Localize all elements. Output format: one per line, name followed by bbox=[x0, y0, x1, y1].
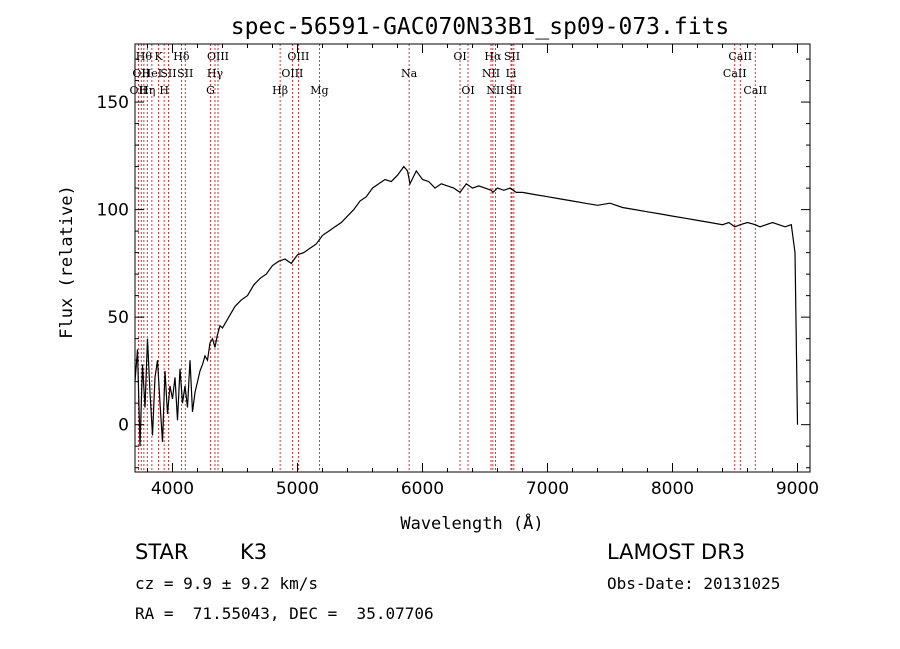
line-marker-label: Li bbox=[506, 67, 517, 80]
line-marker-label: Hγ bbox=[207, 67, 224, 80]
line-marker-label: Mg bbox=[310, 84, 328, 97]
line-marker-label: OI bbox=[453, 50, 466, 63]
chart-title: spec-56591-GAC070N33B1_sp09-073.fits bbox=[231, 14, 730, 40]
y-tick-label: 0 bbox=[118, 416, 129, 436]
x-axis-ticks: 4000 5000 6000 7000 8000 9000 bbox=[147, 44, 819, 499]
line-marker-label: Hθ bbox=[136, 50, 153, 63]
line-marker-label: G bbox=[206, 84, 215, 97]
y-tick-label: 100 bbox=[97, 201, 129, 221]
line-marker-label: CaII bbox=[723, 67, 747, 80]
line-marker-label: OI bbox=[461, 84, 474, 97]
spectrum-line bbox=[134, 165, 799, 447]
line-marker-label: SII bbox=[506, 84, 522, 97]
line-marker-label: NII bbox=[482, 67, 500, 80]
y-axis-label: Flux (relative) bbox=[57, 185, 77, 339]
line-marker-label: OIII bbox=[281, 67, 303, 80]
line-marker-label: OIII bbox=[287, 50, 309, 63]
x-tick-label: 6000 bbox=[401, 479, 444, 499]
x-tick-label: 4000 bbox=[151, 479, 194, 499]
observation-date: Obs-Date: 20131025 bbox=[607, 574, 781, 593]
object-class: STAR bbox=[135, 540, 189, 564]
line-marker-label: OII bbox=[130, 84, 148, 97]
line-marker-label: Hη bbox=[139, 84, 155, 97]
line-marker-label: OIII bbox=[207, 50, 229, 63]
y-tick-label: 50 bbox=[107, 308, 129, 328]
redshift-velocity: cz = 9.9 ± 9.2 km/s bbox=[135, 574, 319, 593]
x-axis-label: Wavelength (Å) bbox=[400, 512, 543, 534]
line-marker-label: OII bbox=[132, 67, 150, 80]
line-marker-label: NII bbox=[486, 84, 504, 97]
x-tick-label: 7000 bbox=[526, 479, 569, 499]
spectral-line-markers bbox=[137, 44, 756, 472]
object-subclass: K3 bbox=[240, 540, 268, 564]
line-marker-label: Hα bbox=[484, 50, 502, 63]
line-marker-label: Hβ bbox=[272, 84, 288, 97]
line-marker-label: SII bbox=[160, 67, 176, 80]
plot-frame bbox=[134, 43, 811, 473]
line-marker-label: Na bbox=[401, 67, 418, 80]
y-tick-label: 150 bbox=[97, 93, 129, 113]
line-marker-label: SII bbox=[504, 50, 520, 63]
x-tick-label: 9000 bbox=[776, 479, 819, 499]
line-marker-label: SII bbox=[177, 67, 193, 80]
survey-name: LAMOST DR3 bbox=[607, 540, 746, 564]
spectral-line-labels: OII OII Hθ Hη HeI K H SII Hδ SII G Hγ OIII Hβ OIII OIII… bbox=[130, 50, 768, 97]
x-tick-label: 8000 bbox=[651, 479, 694, 499]
line-marker-label: CaII bbox=[743, 84, 767, 97]
line-marker-label: Hδ bbox=[173, 50, 190, 63]
line-marker-label: K bbox=[155, 50, 164, 63]
y-axis-ticks: 0 50 100 150 bbox=[97, 58, 810, 469]
line-marker-label: HeI bbox=[142, 67, 162, 80]
x-tick-label: 5000 bbox=[276, 479, 319, 499]
coordinates: RA = 71.55043, DEC = 35.07706 bbox=[135, 604, 434, 623]
line-marker-label: H bbox=[159, 84, 169, 97]
line-marker-label: CaII bbox=[728, 50, 752, 63]
